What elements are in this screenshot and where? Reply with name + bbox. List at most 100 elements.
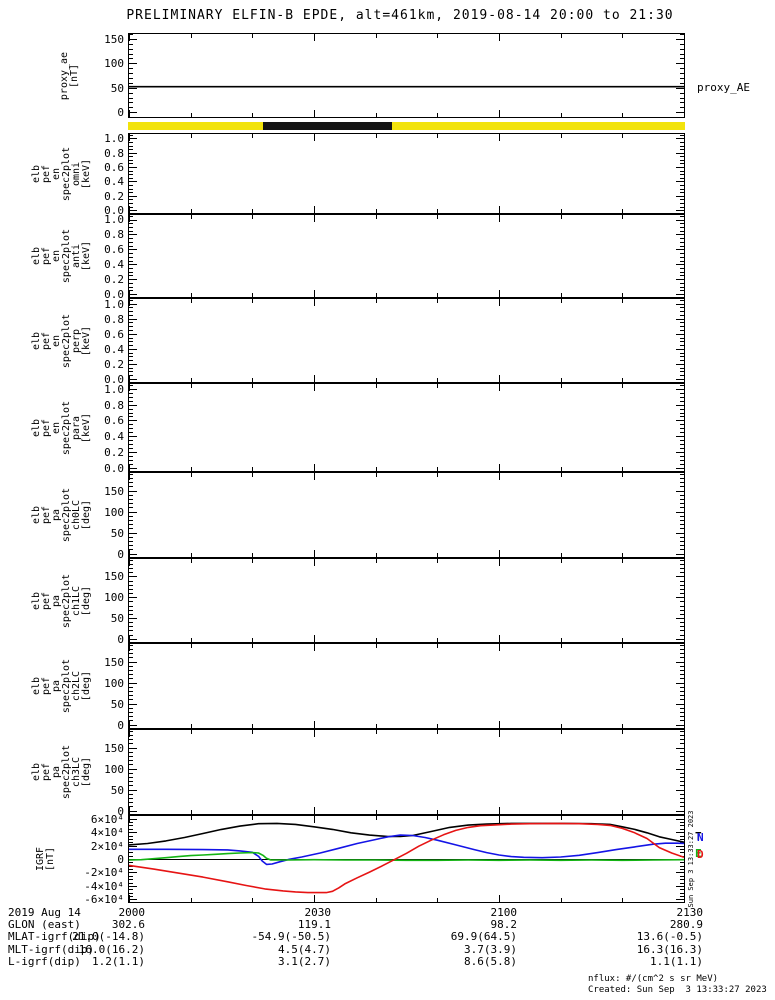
x-tick	[190, 638, 192, 642]
y-tick	[129, 234, 137, 236]
y-tick-label: 1.0	[104, 297, 124, 311]
x-tick	[684, 299, 685, 306]
y-tick	[129, 869, 133, 871]
y-tick	[129, 174, 133, 176]
mlt-value: 16.3(16.3)	[636, 943, 703, 956]
y-tick	[129, 384, 133, 386]
y-tick	[129, 215, 133, 217]
y-tick	[129, 601, 133, 603]
y-tick	[129, 511, 137, 513]
y-tick	[129, 845, 137, 847]
x-tick	[684, 375, 685, 382]
y-tick	[680, 92, 684, 94]
y-tick	[680, 674, 684, 676]
y-tick	[680, 444, 684, 446]
y-tick	[680, 499, 684, 500]
y-tick	[676, 333, 684, 335]
y-tick	[680, 494, 684, 496]
x-tick	[129, 290, 130, 297]
x-tick	[499, 34, 500, 41]
x-tick	[684, 110, 685, 117]
x-tick	[684, 807, 685, 814]
x-tick	[622, 209, 624, 213]
x-tick	[622, 898, 624, 902]
y-tick	[680, 503, 684, 505]
y-tick	[676, 490, 684, 492]
y-tick	[680, 869, 684, 871]
y-tick	[680, 34, 684, 35]
x-tick	[684, 721, 685, 728]
y-tick	[129, 260, 133, 262]
y-tick	[680, 665, 684, 667]
y-tick	[680, 299, 684, 301]
plot-title: PRELIMINARY ELFIN-B EPDE, alt=461km, 201…	[126, 8, 674, 23]
y-tick	[676, 810, 684, 812]
panel-en_para	[128, 383, 685, 472]
y-tick	[129, 188, 133, 190]
y-tick	[676, 638, 684, 640]
x-tick	[622, 553, 624, 557]
y-tick-label: 100	[104, 762, 124, 776]
y-tick	[129, 43, 133, 45]
y-tick	[129, 756, 133, 757]
x-tick	[622, 215, 624, 219]
x-tick	[560, 810, 562, 814]
x-tick	[622, 384, 624, 388]
y-tick	[680, 440, 684, 442]
y-tick	[129, 678, 133, 680]
y-tick	[676, 899, 684, 901]
x-tick	[375, 553, 377, 557]
y-tick	[129, 424, 133, 426]
y-tick	[129, 720, 133, 722]
y-tick	[129, 282, 133, 284]
y-tick-label: 0	[117, 804, 124, 818]
panel-pa_ch2lc	[128, 643, 685, 729]
y-tick	[680, 337, 684, 339]
y-tick	[680, 630, 684, 632]
y-tick	[680, 515, 684, 517]
y-tick	[129, 482, 133, 484]
x-tick	[437, 638, 439, 642]
y-tick	[129, 226, 133, 228]
y-tick	[129, 170, 133, 172]
ylabel-line: [keV]	[81, 240, 92, 272]
y-tick	[129, 798, 133, 799]
x-tick	[252, 384, 254, 388]
y-tick	[129, 597, 137, 599]
panel-pa_ch1lc	[128, 558, 685, 643]
y-tick	[129, 322, 133, 324]
y-tick	[129, 145, 133, 147]
x-tick	[129, 206, 130, 213]
x-tick	[499, 375, 500, 382]
y-tick	[676, 553, 684, 555]
x-tick	[190, 209, 192, 213]
y-tick	[129, 838, 133, 840]
y-tick	[680, 360, 684, 362]
igrf-series-N	[129, 834, 684, 866]
y-tick	[680, 507, 684, 509]
y-tick	[129, 682, 137, 684]
y-tick	[676, 152, 684, 154]
y-tick	[129, 789, 137, 791]
y-tick	[680, 448, 684, 450]
y-tick	[680, 230, 684, 232]
y-tick	[680, 699, 684, 701]
y-tick	[680, 739, 684, 741]
y-tick	[680, 756, 684, 757]
y-tick-label: 0.4	[104, 342, 124, 356]
igrf-series-D	[129, 822, 684, 894]
x-tick	[684, 464, 685, 471]
x-tick	[437, 209, 439, 213]
y-tick	[129, 163, 133, 165]
y-tick	[129, 499, 133, 500]
y-tick	[129, 712, 133, 713]
x-tick	[129, 384, 130, 391]
x-tick	[190, 378, 192, 382]
y-tick	[129, 82, 133, 84]
y-tick	[676, 661, 684, 663]
ylabel-en_anti: elb pef en spec2plot anti [keV]	[31, 229, 92, 283]
y-tick	[129, 392, 133, 394]
y-tick	[680, 593, 684, 594]
y-tick	[129, 613, 133, 615]
